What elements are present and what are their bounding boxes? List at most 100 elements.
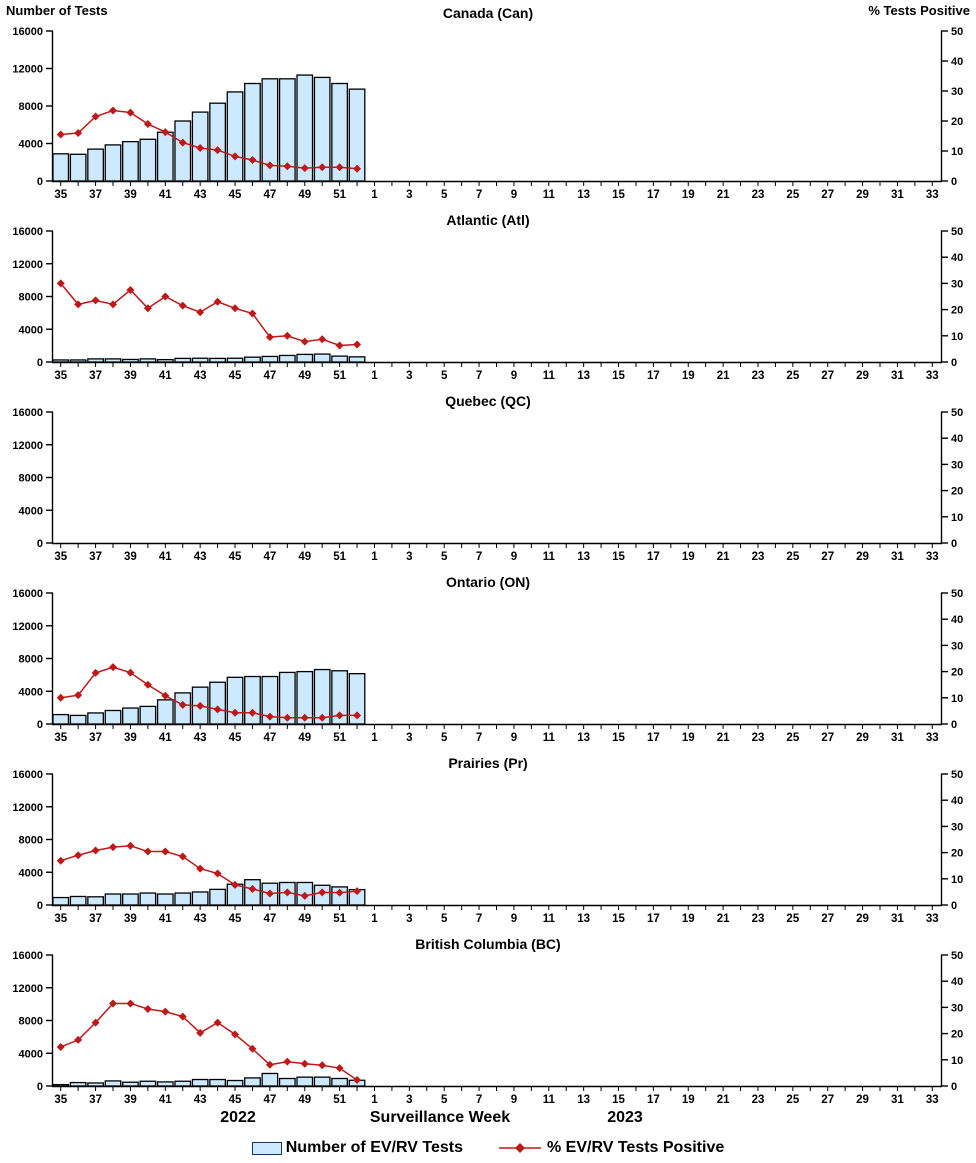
- svg-text:40: 40: [951, 976, 963, 988]
- svg-text:31: 31: [891, 1094, 904, 1106]
- svg-text:29: 29: [856, 370, 869, 382]
- svg-text:43: 43: [194, 1094, 207, 1106]
- svg-text:8000: 8000: [19, 292, 43, 304]
- svg-text:49: 49: [298, 189, 311, 201]
- svg-text:16000: 16000: [12, 226, 43, 238]
- panel-title-canada: Canada (Can): [442, 5, 534, 21]
- year-label-2022: 2022: [220, 1109, 256, 1126]
- svg-text:35: 35: [54, 551, 67, 563]
- svg-text:35: 35: [54, 732, 67, 744]
- svg-text:0: 0: [951, 719, 957, 731]
- svg-text:3: 3: [406, 913, 412, 925]
- svg-text:5: 5: [441, 913, 448, 925]
- svg-text:30: 30: [951, 640, 963, 652]
- svg-text:9: 9: [511, 551, 517, 563]
- legend: Number of EV/RV Tests % EV/RV Tests Posi…: [0, 1133, 976, 1163]
- svg-text:21: 21: [717, 1094, 730, 1106]
- svg-text:45: 45: [229, 189, 242, 201]
- svg-text:5: 5: [441, 1094, 448, 1106]
- svg-text:21: 21: [717, 189, 730, 201]
- svg-text:41: 41: [159, 1094, 172, 1106]
- svg-text:1: 1: [371, 370, 378, 382]
- svg-text:23: 23: [752, 189, 765, 201]
- svg-text:33: 33: [926, 1094, 939, 1106]
- svg-text:43: 43: [194, 551, 207, 563]
- svg-text:39: 39: [124, 189, 137, 201]
- svg-text:3: 3: [406, 1094, 412, 1106]
- svg-text:7: 7: [476, 370, 482, 382]
- svg-text:51: 51: [333, 732, 346, 744]
- svg-text:8000: 8000: [19, 473, 43, 485]
- svg-text:51: 51: [333, 370, 346, 382]
- svg-text:17: 17: [647, 732, 660, 744]
- svg-text:11: 11: [543, 913, 556, 925]
- svg-text:30: 30: [951, 459, 963, 471]
- svg-text:17: 17: [647, 370, 660, 382]
- svg-text:25: 25: [786, 1094, 799, 1106]
- svg-text:9: 9: [511, 189, 517, 201]
- svg-text:9: 9: [511, 913, 517, 925]
- year-label-2023: 2023: [607, 1109, 643, 1126]
- svg-text:25: 25: [786, 551, 799, 563]
- svg-text:13: 13: [577, 370, 590, 382]
- svg-text:41: 41: [159, 189, 172, 201]
- svg-text:10: 10: [951, 693, 963, 705]
- bars: [52, 1072, 366, 1087]
- axes: [46, 230, 948, 364]
- panel-prairies: Prairies (Pr) 0 4000 8000 12000 16000 0 10 20 30…: [0, 754, 976, 926]
- svg-text:7: 7: [476, 732, 482, 744]
- svg-text:1: 1: [371, 1094, 378, 1106]
- svg-text:19: 19: [682, 551, 695, 563]
- svg-text:0: 0: [951, 176, 957, 188]
- svg-text:29: 29: [856, 551, 869, 563]
- svg-text:27: 27: [821, 913, 834, 925]
- svg-text:1: 1: [371, 551, 378, 563]
- svg-text:5: 5: [441, 732, 448, 744]
- svg-text:13: 13: [577, 913, 590, 925]
- svg-text:0: 0: [37, 176, 43, 188]
- svg-text:5: 5: [441, 370, 448, 382]
- svg-text:23: 23: [752, 732, 765, 744]
- axes: [46, 411, 948, 545]
- svg-text:31: 31: [891, 189, 904, 201]
- svg-text:25: 25: [786, 913, 799, 925]
- svg-text:16000: 16000: [12, 26, 43, 38]
- svg-text:17: 17: [647, 551, 660, 563]
- svg-text:50: 50: [951, 769, 963, 781]
- svg-text:20: 20: [951, 667, 963, 679]
- svg-text:23: 23: [752, 551, 765, 563]
- svg-text:39: 39: [124, 370, 137, 382]
- svg-text:49: 49: [298, 1094, 311, 1106]
- svg-text:49: 49: [298, 913, 311, 925]
- svg-text:4000: 4000: [19, 686, 43, 698]
- legend-label-positive: % EV/RV Tests Positive: [546, 1139, 725, 1156]
- svg-text:47: 47: [263, 732, 276, 744]
- svg-text:40: 40: [951, 795, 963, 807]
- svg-text:25: 25: [786, 189, 799, 201]
- svg-text:37: 37: [89, 551, 102, 563]
- svg-text:0: 0: [37, 1081, 43, 1093]
- svg-text:49: 49: [298, 551, 311, 563]
- svg-text:45: 45: [229, 732, 242, 744]
- svg-text:31: 31: [891, 732, 904, 744]
- svg-text:20: 20: [951, 486, 963, 498]
- svg-text:13: 13: [577, 732, 590, 744]
- svg-text:27: 27: [821, 370, 834, 382]
- legend-line-marker-icon: [498, 1143, 541, 1153]
- svg-text:30: 30: [951, 278, 963, 290]
- svg-text:47: 47: [263, 1094, 276, 1106]
- x-ticks: [60, 724, 933, 729]
- svg-text:12000: 12000: [12, 983, 43, 995]
- x-ticks: [60, 181, 933, 186]
- svg-text:12000: 12000: [12, 440, 43, 452]
- svg-text:21: 21: [717, 370, 730, 382]
- svg-text:50: 50: [951, 588, 963, 600]
- svg-text:47: 47: [263, 189, 276, 201]
- positivity-line: [56, 106, 362, 173]
- svg-text:20: 20: [951, 305, 963, 317]
